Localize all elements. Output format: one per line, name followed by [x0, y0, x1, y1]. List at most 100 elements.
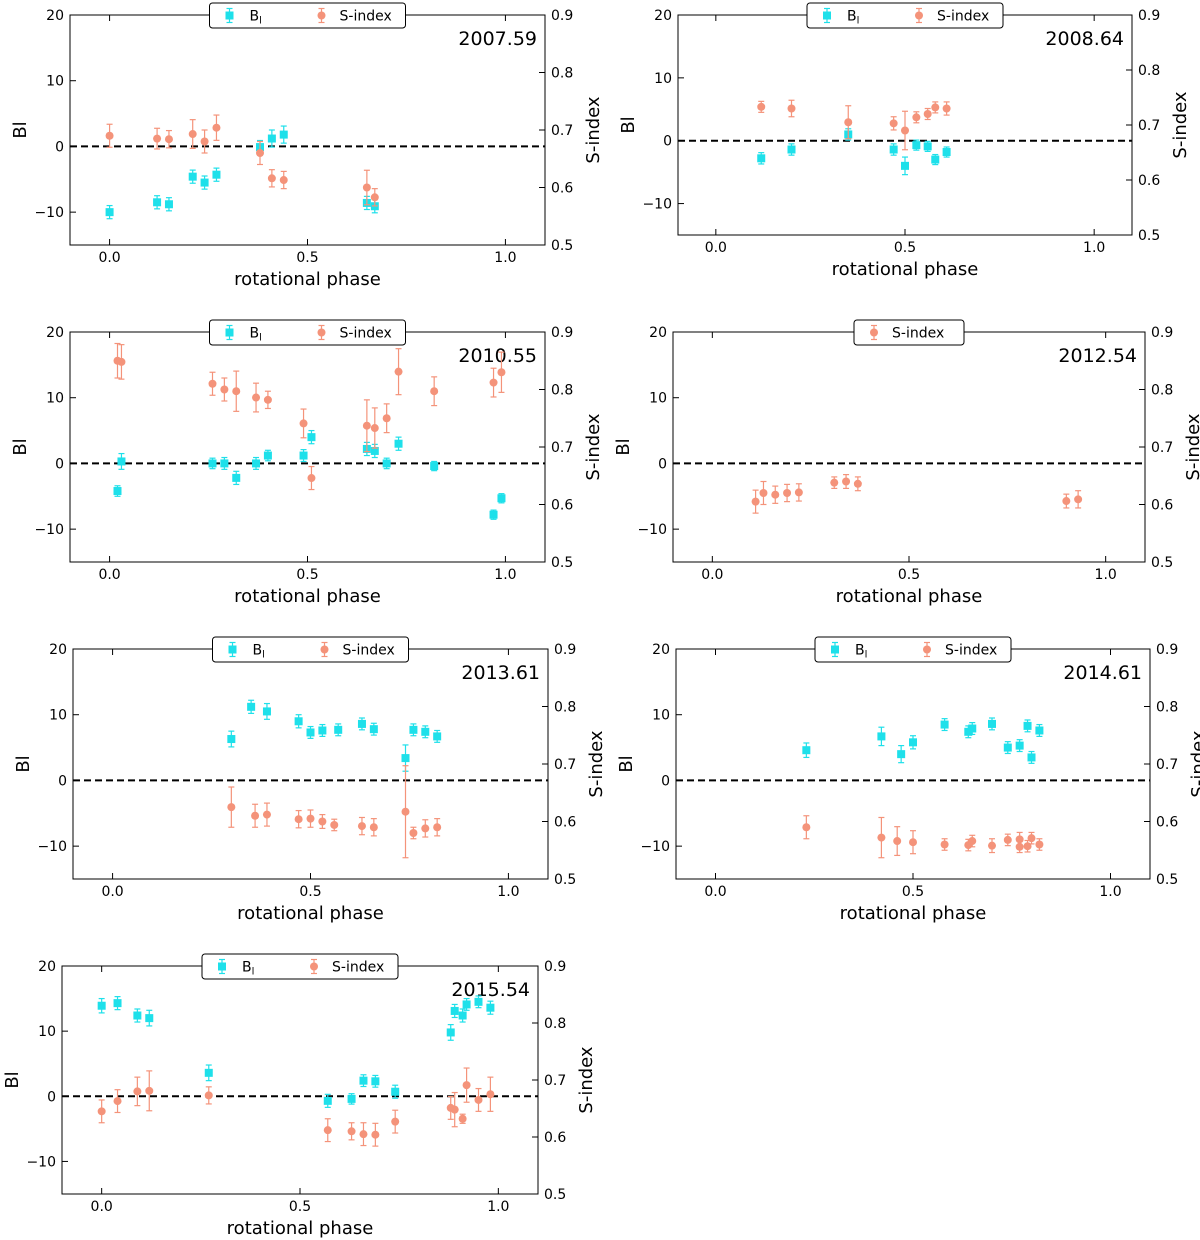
- s-index-point: [433, 823, 442, 832]
- y-axis-label-left: Bl: [613, 438, 634, 455]
- bl-series: [227, 699, 442, 772]
- bl-point: [318, 726, 327, 735]
- y-tick-label-left: 10: [652, 708, 670, 724]
- legend: Bl S-index: [814, 636, 1012, 663]
- legend-bl-marker: [218, 962, 226, 971]
- chart-panel: 0.0 0.5 1.0 −10 0 10 20 0.5 0.6 0.7 0.8 0.9 rotation…: [616, 636, 1200, 924]
- bl-series: [97, 995, 495, 1108]
- bl-point: [446, 1028, 455, 1037]
- s-index-point: [450, 1105, 459, 1114]
- s-index-point: [394, 367, 403, 376]
- y-axis-label-right: S-index: [1188, 730, 1200, 798]
- s-index-point: [204, 1091, 213, 1100]
- legend-bl-marker: [831, 645, 839, 654]
- legend-s-index-marker: [915, 11, 923, 20]
- x-axis-label: rotational phase: [234, 269, 381, 290]
- legend-bl-label: Bl: [253, 643, 265, 661]
- y-tick-label-left: 10: [649, 391, 667, 407]
- bl-point: [220, 459, 229, 468]
- legend-bl-marker: [225, 11, 234, 20]
- x-tick-label: 0.0: [98, 567, 120, 583]
- x-axis-label: rotational phase: [836, 586, 983, 607]
- y-tick-label-left: 10: [46, 74, 64, 90]
- x-tick-label: 0.0: [101, 884, 123, 900]
- s-index-point: [208, 379, 217, 388]
- legend-box: [853, 319, 965, 346]
- bl-point: [489, 510, 498, 519]
- legend: S-index: [853, 319, 965, 346]
- bl-point: [394, 439, 403, 448]
- bl-point: [370, 446, 379, 455]
- s-index-point: [1003, 835, 1012, 844]
- bl-point: [968, 724, 977, 733]
- bl-point: [421, 727, 430, 736]
- bl-point: [497, 494, 506, 503]
- y-axis-label-left: Bl: [10, 121, 31, 138]
- s-index-point: [771, 490, 780, 499]
- y-tick-label-right: 0.7: [551, 440, 573, 456]
- s-index-point: [489, 378, 498, 387]
- bl-point: [267, 134, 276, 143]
- bl-series: [113, 429, 506, 520]
- bl-point: [117, 457, 126, 466]
- x-tick-label: 0.0: [705, 240, 727, 256]
- y-axis-label-right: S-index: [576, 1046, 597, 1114]
- bl-point: [458, 1011, 467, 1020]
- s-index-point: [1062, 497, 1071, 506]
- bl-point: [802, 746, 811, 755]
- bl-series: [802, 717, 1044, 764]
- bl-point: [474, 997, 483, 1006]
- bl-point: [1035, 726, 1044, 735]
- epoch-label: 2010.55: [458, 345, 537, 367]
- y-tick-label-right: 0.5: [1156, 872, 1178, 888]
- s-index-point: [486, 1090, 495, 1099]
- s-index-point: [853, 479, 862, 488]
- bl-point: [877, 732, 886, 741]
- chart-panel: 0.0 0.5 1.0 −10 0 10 20 0.5 0.6 0.7 0.8 0.9 rotation…: [618, 2, 1191, 280]
- y-tick-label-right: 0.9: [1156, 642, 1178, 658]
- y-tick-label-right: 0.6: [1151, 498, 1173, 514]
- legend-box: [209, 2, 406, 29]
- y-tick-label-right: 0.7: [554, 757, 576, 773]
- y-tick-label-left: −10: [637, 522, 667, 538]
- bl-point: [409, 725, 418, 734]
- y-tick-label-right: 0.7: [551, 123, 573, 139]
- s-index-point: [263, 395, 272, 404]
- s-index-point: [458, 1114, 467, 1123]
- x-tick-label: 0.0: [91, 1199, 113, 1215]
- s-index-point: [787, 104, 796, 113]
- s-index-point: [783, 489, 792, 497]
- s-index-point: [794, 488, 803, 497]
- bl-point: [433, 732, 442, 741]
- y-tick-label-right: 0.5: [551, 238, 573, 254]
- y-tick-label-right: 0.5: [551, 555, 573, 571]
- s-index-point: [968, 837, 977, 846]
- y-tick-label-right: 0.9: [544, 959, 566, 975]
- s-index-point: [802, 823, 811, 832]
- s-index-point: [912, 113, 921, 122]
- x-tick-label: 0.5: [894, 240, 916, 256]
- bl-point: [391, 1087, 400, 1096]
- legend-s-index-marker: [310, 962, 318, 971]
- chart-panel: 0.0 0.5 1.0 −10 0 10 20 0.5 0.6 0.7 0.8 0.9 rotation…: [2, 953, 597, 1239]
- x-tick-label: 0.5: [898, 567, 920, 583]
- y-tick-label-right: 0.8: [551, 66, 573, 82]
- s-index-point: [371, 1130, 380, 1139]
- y-tick-label-right: 0.9: [554, 642, 576, 658]
- y-tick-label-left: 10: [46, 391, 64, 407]
- s-index-series: [757, 99, 951, 151]
- bl-point: [306, 728, 315, 737]
- x-axis-label: rotational phase: [237, 903, 384, 924]
- y-tick-label-left: −10: [34, 205, 64, 221]
- y-tick-label-right: 0.5: [1151, 555, 1173, 571]
- bl-point: [897, 750, 906, 759]
- s-index-point: [844, 118, 853, 127]
- y-tick-label-left: 20: [46, 325, 64, 341]
- x-tick-label: 1.0: [487, 1199, 509, 1215]
- y-tick-label-left: 0: [661, 773, 670, 789]
- s-index-point: [370, 193, 379, 202]
- bl-point: [430, 462, 439, 471]
- epoch-label: 2014.61: [1063, 662, 1142, 684]
- y-tick-label-right: 0.8: [551, 383, 573, 399]
- bl-point: [1003, 743, 1012, 752]
